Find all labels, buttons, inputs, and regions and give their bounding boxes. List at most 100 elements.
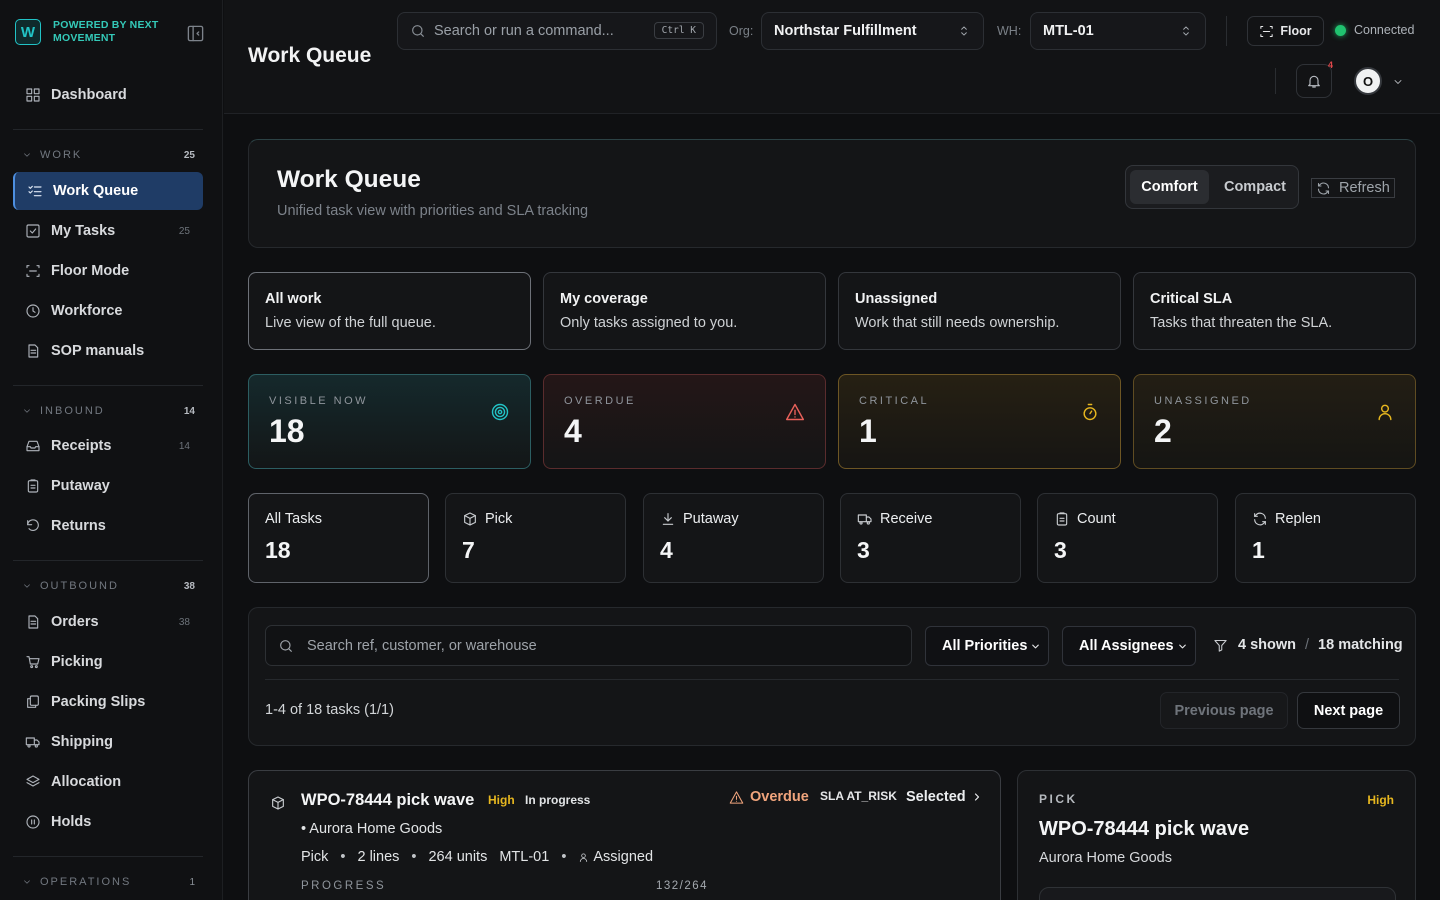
type-card-pick[interactable]: Pick 7 bbox=[445, 493, 626, 583]
task-type: Pick bbox=[301, 849, 329, 865]
stat-label: CRITICAL bbox=[859, 395, 930, 407]
section-label: INBOUND bbox=[40, 405, 105, 417]
detail-priority: High bbox=[1367, 793, 1394, 807]
type-label: All Tasks bbox=[265, 511, 322, 527]
type-card-putaway[interactable]: Putaway 4 bbox=[643, 493, 824, 583]
previous-page-button[interactable]: Previous page bbox=[1160, 692, 1288, 729]
sidebar: W POWERED BY NEXT MOVEMENT Dashboard WOR… bbox=[0, 0, 223, 900]
match-summary: 4 shown / 18 matching bbox=[1213, 637, 1403, 653]
clipboard-icon bbox=[1054, 511, 1070, 527]
user-avatar[interactable]: O bbox=[1354, 67, 1382, 95]
sidebar-item-label: Dashboard bbox=[51, 87, 127, 103]
sidebar-item-orders[interactable]: Orders 38 bbox=[13, 603, 203, 641]
view-card-unassigned[interactable]: Unassigned Work that still needs ownersh… bbox=[838, 272, 1121, 350]
cart-icon bbox=[25, 654, 41, 670]
sidebar-item-shipping[interactable]: Shipping bbox=[13, 723, 203, 761]
density-compact-button[interactable]: Compact bbox=[1223, 179, 1287, 195]
priority-select[interactable]: All Priorities bbox=[925, 626, 1049, 666]
stat-unassigned: UNASSIGNED 2 bbox=[1133, 374, 1416, 469]
density-comfort-button[interactable]: Comfort bbox=[1130, 170, 1209, 204]
section-work[interactable]: WORK 25 bbox=[13, 145, 203, 165]
sidebar-item-label: Packing Slips bbox=[51, 694, 146, 710]
sidebar-item-label: Work Queue bbox=[53, 183, 139, 199]
refresh-icon bbox=[1316, 181, 1331, 196]
type-label: Pick bbox=[485, 511, 513, 527]
status-dot bbox=[1335, 24, 1346, 36]
sidebar-item-label: Receipts bbox=[51, 438, 112, 454]
section-operations[interactable]: OPERATIONS 1 bbox=[13, 872, 203, 892]
detail-type: PICK bbox=[1039, 792, 1078, 806]
next-page-button[interactable]: Next page bbox=[1297, 692, 1400, 729]
filters-panel: Search ref, customer, or warehouse All P… bbox=[248, 607, 1416, 746]
section-count: 38 bbox=[183, 580, 195, 592]
target-icon bbox=[490, 402, 510, 422]
type-label: Receive bbox=[880, 511, 933, 527]
view-title: All work bbox=[265, 291, 322, 307]
undo-icon bbox=[25, 518, 41, 534]
shortcut-badge: Ctrl K bbox=[653, 22, 704, 39]
sidebar-item-floor-mode[interactable]: Floor Mode bbox=[13, 252, 203, 290]
floor-mode-button[interactable]: Floor bbox=[1247, 16, 1324, 46]
sidebar-item-packing-slips[interactable]: Packing Slips bbox=[13, 683, 203, 721]
sidebar-item-sop-manuals[interactable]: SOP manuals bbox=[13, 332, 203, 370]
type-card-count[interactable]: Count 3 bbox=[1037, 493, 1218, 583]
command-search-input[interactable]: Search or run a command... Ctrl K bbox=[397, 12, 717, 50]
task-card[interactable]: WPO-78444 pick wave High In progress Ove… bbox=[248, 770, 1001, 900]
view-title: Critical SLA bbox=[1150, 291, 1233, 307]
warning-icon bbox=[729, 790, 744, 805]
brand[interactable]: W POWERED BY NEXT MOVEMENT bbox=[15, 19, 171, 45]
sidebar-item-holds[interactable]: Holds bbox=[13, 803, 203, 841]
sidebar-item-receipts[interactable]: Receipts 14 bbox=[13, 427, 203, 465]
warehouse-select[interactable]: MTL-01 bbox=[1030, 12, 1206, 50]
selected-indicator[interactable]: Selected bbox=[906, 789, 983, 805]
bell-icon bbox=[1306, 73, 1322, 89]
refresh-button[interactable]: Refresh bbox=[1311, 178, 1395, 198]
type-card-receive[interactable]: Receive 3 bbox=[840, 493, 1021, 583]
sidebar-item-count: 14 bbox=[178, 440, 190, 452]
download-icon bbox=[660, 511, 676, 527]
document-icon bbox=[25, 343, 41, 359]
type-label: Putaway bbox=[683, 511, 739, 527]
progress-value: 132/264 bbox=[656, 880, 709, 892]
sidebar-item-work-queue[interactable]: Work Queue bbox=[13, 172, 203, 210]
view-title: My coverage bbox=[560, 291, 648, 307]
layers-icon bbox=[25, 774, 41, 790]
sidebar-item-workforce[interactable]: Workforce bbox=[13, 292, 203, 330]
stat-value: 4 bbox=[564, 413, 582, 449]
sidebar-item-my-tasks[interactable]: My Tasks 25 bbox=[13, 212, 203, 250]
view-card-critical-sla[interactable]: Critical SLA Tasks that threaten the SLA… bbox=[1133, 272, 1416, 350]
org-select[interactable]: Northstar Fulfillment bbox=[761, 12, 984, 50]
type-card-all-tasks[interactable]: All Tasks 18 bbox=[248, 493, 429, 583]
chevron-down-icon[interactable] bbox=[1392, 76, 1404, 88]
scan-icon bbox=[25, 263, 41, 279]
sidebar-item-label: Picking bbox=[51, 654, 103, 670]
sidebar-item-allocation[interactable]: Allocation bbox=[13, 763, 203, 801]
sla-badge: SLA AT_RISK bbox=[820, 789, 897, 803]
view-card-my-coverage[interactable]: My coverage Only tasks assigned to you. bbox=[543, 272, 826, 350]
type-card-replen[interactable]: Replen 1 bbox=[1235, 493, 1416, 583]
sidebar-item-putaway[interactable]: Putaway bbox=[13, 467, 203, 505]
header-divider bbox=[1275, 68, 1276, 94]
sidebar-item-dashboard[interactable]: Dashboard bbox=[13, 76, 203, 114]
view-card-all-work[interactable]: All work Live view of the full queue. bbox=[248, 272, 531, 350]
section-inbound[interactable]: INBOUND 14 bbox=[13, 401, 203, 421]
filters-divider bbox=[265, 679, 1399, 680]
chevron-updown-icon bbox=[957, 24, 971, 38]
stat-value: 2 bbox=[1154, 413, 1172, 449]
sidebar-item-returns[interactable]: Returns bbox=[13, 507, 203, 545]
truck-icon bbox=[25, 734, 41, 750]
chevron-down-icon bbox=[22, 406, 32, 416]
view-description: Only tasks assigned to you. bbox=[560, 315, 738, 331]
notifications-button[interactable] bbox=[1296, 64, 1332, 98]
sidebar-item-picking[interactable]: Picking bbox=[13, 643, 203, 681]
overdue-badge: Overdue bbox=[729, 789, 809, 805]
chevron-updown-icon bbox=[1179, 24, 1193, 38]
assignee-select[interactable]: All Assignees bbox=[1062, 626, 1196, 666]
task-search-input[interactable]: Search ref, customer, or warehouse bbox=[265, 625, 912, 666]
sidebar-item-label: Putaway bbox=[51, 478, 110, 494]
stat-label: VISIBLE NOW bbox=[269, 395, 369, 407]
section-outbound[interactable]: OUTBOUND 38 bbox=[13, 576, 203, 596]
detail-customer: Aurora Home Goods bbox=[1039, 850, 1172, 866]
progress-label: PROGRESS bbox=[301, 880, 387, 892]
sidebar-collapse-icon[interactable] bbox=[186, 24, 205, 43]
